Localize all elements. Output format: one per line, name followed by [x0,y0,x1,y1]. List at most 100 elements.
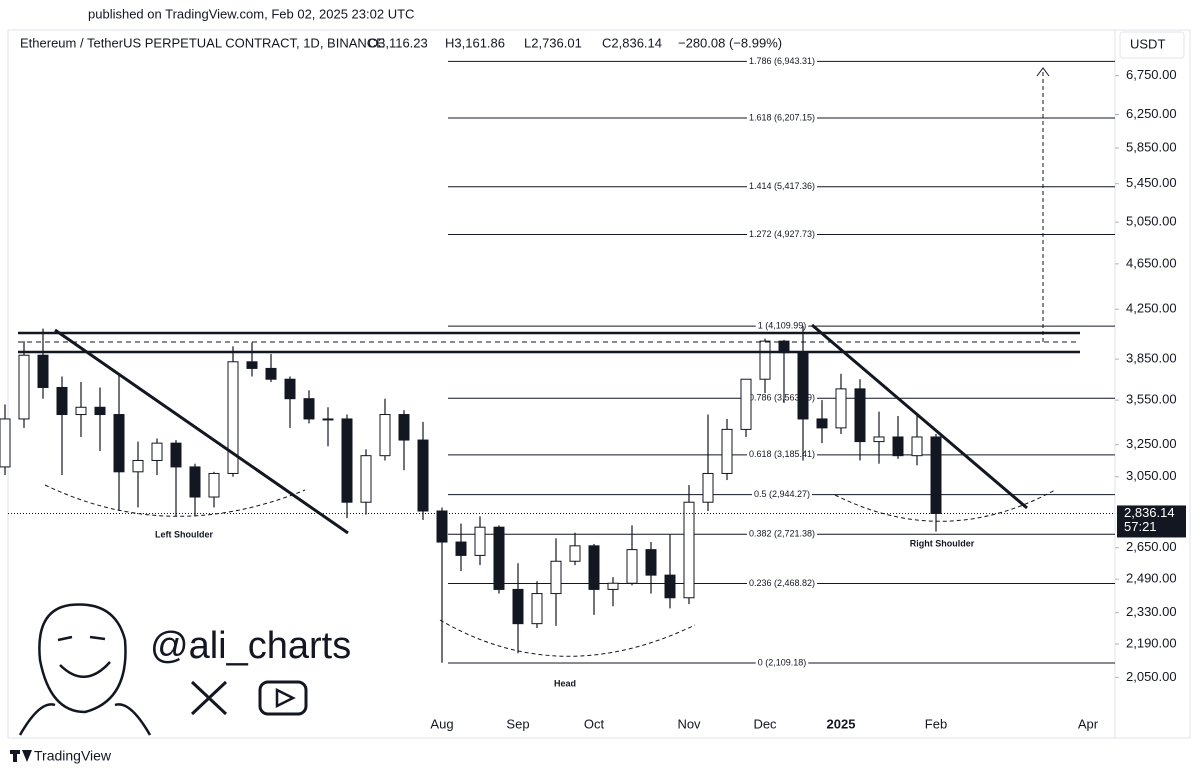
x-tick-label: Dec [753,716,777,731]
y-tick-label: 4,250.00 [1126,301,1177,316]
candle-body [189,466,201,498]
x-tick-label: Sep [506,716,529,731]
fib-label-bg [746,112,818,123]
candle-body [113,414,125,473]
candle-body [854,388,866,443]
trendline [54,328,349,535]
fib-label-bg [751,488,813,499]
plot: 6,750.00 6,250.00 5,850.00 5,450.00 5,050.00… [0,55,1186,731]
candle-body [18,354,30,420]
candle-body [550,560,562,595]
y-tick-label: 6,250.00 [1126,106,1177,121]
fib-label: 0.786 (3,563.19) [749,393,815,403]
candle-body [37,354,49,388]
y-tick-label: 5,450.00 [1126,175,1177,190]
candle-body [531,593,543,625]
head-label: Head [554,678,576,688]
candle-body [588,545,600,590]
shoulder-arc [834,489,1056,522]
y-tick-label: 2,330.00 [1126,604,1177,619]
last-price-tag [1117,505,1186,538]
candle-body [398,414,410,441]
fib-label: 0 (2,109.18) [758,657,807,667]
candle-body [303,398,315,420]
candle-body [284,378,296,400]
y-tick-label: 5,050.00 [1126,214,1177,229]
countdown: 57:21 [1124,519,1157,534]
fib-label-bg [746,228,818,239]
candle-body [759,340,771,380]
candle-body [474,526,486,556]
candle-body [911,436,923,457]
x-tick-label: Nov [677,716,701,731]
x-logo[interactable] [190,680,228,716]
candle-body [493,526,505,590]
x-tick-label: Apr [1078,716,1099,731]
fib-label-bg [746,577,818,588]
fib-label-bg [746,392,818,403]
fib-label: 1.414 (5,417.36) [749,181,815,191]
candle-body [132,459,144,473]
y-tick-label: 3,250.00 [1126,436,1177,451]
youtube-logo[interactable] [258,680,308,716]
candle-body [607,582,619,590]
fib-label-bg [755,320,809,331]
candle-body [246,361,258,369]
head-arc [439,619,696,657]
candle-body [569,545,581,562]
candle-body [797,352,809,420]
candle-body [94,406,106,416]
currency-box[interactable] [1119,31,1185,59]
fib-label: 1.618 (6,207.15) [749,112,815,122]
fib-label-bg [746,449,818,460]
brand: TradingView [34,748,112,764]
candle-body [835,388,847,429]
chart-frame [7,29,1191,739]
y-tick-label: 6,750.00 [1126,67,1177,82]
ohlc-close: C2,836.14 [602,35,662,50]
fib-label: 1.786 (6,943.31) [749,56,815,66]
play-icon [275,687,296,709]
last-price-label: 2,836.14 [1124,505,1175,520]
drawings [18,67,1080,657]
candle-body [322,418,334,421]
fib-label-bg [755,657,809,668]
fib-label: 0.382 (2,721.38) [749,529,815,539]
candle-body [721,428,733,474]
fib-label-bg [746,528,818,539]
candle-body [436,510,448,543]
candle-body [417,439,429,512]
currency: USDT [1130,36,1165,51]
y-tick-label: 2,190.00 [1126,635,1177,650]
author-avatar [18,603,152,736]
candle-body [265,367,277,380]
candle-body [341,418,353,503]
y-tick-label: 3,050.00 [1126,468,1177,483]
x-tick-label: Aug [430,716,453,731]
y-tick-label: 2,050.00 [1126,669,1177,684]
candle-body [664,574,676,599]
y-tick-label: 5,850.00 [1126,139,1177,154]
ohlc-change: −280.08 (−8.99%) [678,35,782,50]
candle-body [360,455,372,503]
candle-body [208,472,220,498]
candle-body [170,442,182,468]
y-tick-label: 4,650.00 [1126,255,1177,270]
brand-logo [10,750,32,762]
candle-body [512,588,524,625]
fib-label: 1 (4,109.99) [758,321,807,331]
candle-body [379,414,391,457]
x-tick-label: Oct [584,716,605,731]
x-tick-label: 2025 [827,716,856,731]
candle-body [816,418,828,429]
fib-label: 0.236 (2,468.82) [749,578,815,588]
published-note: published on TradingView.com, Feb 02, 20… [88,6,414,21]
fib-label: 1.272 (4,927.73) [749,229,815,239]
candle-body [151,442,163,461]
y-tick-label: 3,850.00 [1126,351,1177,366]
y-tick-label: 2,490.00 [1126,571,1177,586]
shoulder-arc [44,484,306,517]
candle-body [56,386,68,416]
symbol: Ethereum / TetherUS PERPETUAL CONTRACT, … [20,35,385,50]
candle-body [930,436,942,514]
